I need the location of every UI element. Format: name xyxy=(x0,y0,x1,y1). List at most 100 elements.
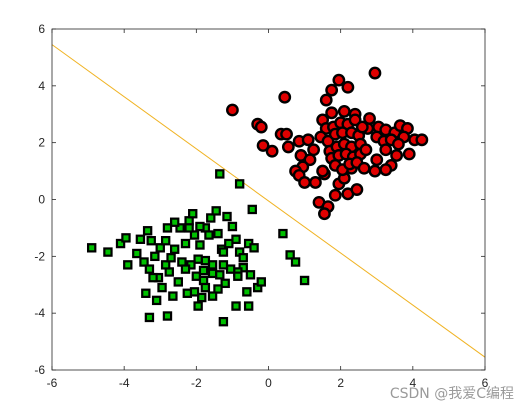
green-square-point xyxy=(227,221,238,232)
green-square-point xyxy=(207,291,218,301)
red-circle-point xyxy=(316,164,330,178)
red-circle-point xyxy=(325,83,339,97)
red-circle-point xyxy=(303,153,317,167)
green-square-point xyxy=(215,169,225,179)
red-circle-point xyxy=(328,188,342,202)
green-square-point xyxy=(222,211,232,222)
green-square-point xyxy=(195,221,205,232)
y-tick-label: 0 xyxy=(38,193,45,207)
green-square-point xyxy=(103,247,113,257)
green-square-point xyxy=(213,284,223,294)
green-square-point xyxy=(195,240,205,250)
green-square-point xyxy=(234,179,245,189)
x-tick-label: 6 xyxy=(482,376,489,390)
green-square-point xyxy=(160,236,171,246)
green-square-point xyxy=(141,288,151,298)
chart-axes: -6 -4 -2 0 2 4 6 -6 -4 -2 0 2 4 6 xyxy=(34,22,488,390)
y-tick-label: -4 xyxy=(34,306,45,320)
red-circle-point xyxy=(256,139,270,152)
green-square-point xyxy=(175,223,185,233)
green-square-point xyxy=(166,253,176,263)
green-square-point xyxy=(151,295,162,306)
green-square-point xyxy=(220,278,230,289)
y-tick-label: 6 xyxy=(38,22,45,36)
green-square-point xyxy=(188,209,198,219)
red-circle-point xyxy=(368,66,382,80)
green-square-point xyxy=(123,260,133,270)
red-circle-point xyxy=(368,164,382,178)
x-tick-label: 0 xyxy=(265,376,272,390)
y-tick-label: 2 xyxy=(38,136,45,150)
red-circle-point xyxy=(281,140,295,154)
green-square-point xyxy=(200,282,211,293)
green-square-point xyxy=(213,228,223,239)
red-circle-point xyxy=(363,112,376,125)
green-square-point xyxy=(299,275,310,286)
green-square-point xyxy=(162,311,173,321)
y-tick-label: -2 xyxy=(34,249,45,263)
green-square-point xyxy=(242,287,252,297)
red-circle-point xyxy=(341,80,355,94)
red-circle-point xyxy=(278,90,292,104)
red-circle-point xyxy=(318,207,331,221)
watermark-text: CSDN @我爱C编程 xyxy=(389,386,514,402)
green-square-point xyxy=(168,291,178,301)
green-square-point xyxy=(115,238,126,249)
green-square-point xyxy=(215,270,225,280)
green-square-point xyxy=(189,230,200,240)
green-square-point xyxy=(132,248,142,259)
green-square-point xyxy=(247,204,257,215)
red-circle-point xyxy=(350,183,364,196)
green-square-point xyxy=(290,257,301,267)
red-circle-point xyxy=(226,103,239,117)
red-circle-point xyxy=(332,73,346,87)
green-square-point xyxy=(169,244,180,254)
green-square-point xyxy=(197,292,207,303)
x-tick-label: -2 xyxy=(191,376,202,390)
y-tick-label: 4 xyxy=(38,79,45,93)
x-tick-label: -6 xyxy=(47,376,58,390)
red-circle-point xyxy=(379,163,393,177)
green-square-point xyxy=(206,213,216,223)
green-square-point xyxy=(162,223,173,233)
red-circle-point xyxy=(309,176,322,189)
green-square-point xyxy=(135,234,146,244)
red-circle-point xyxy=(359,143,373,157)
green-square-point xyxy=(249,243,259,253)
green-square-point xyxy=(245,270,256,280)
green-square-point xyxy=(218,247,229,257)
red-circle-point xyxy=(415,133,429,147)
green-square-point xyxy=(256,277,266,287)
green-square-point xyxy=(218,316,229,327)
green-square-point xyxy=(204,230,214,240)
green-square-point xyxy=(233,271,243,281)
green-square-point xyxy=(157,282,167,293)
red-circle-point xyxy=(254,120,268,134)
green-square-point xyxy=(182,288,193,298)
green-square-point xyxy=(198,265,209,276)
chart-marks xyxy=(51,44,486,358)
red-circle-point xyxy=(390,149,403,162)
plot-area xyxy=(52,29,485,370)
x-tick-label: 2 xyxy=(337,376,344,390)
green-square-point xyxy=(231,301,241,311)
green-square-point xyxy=(169,217,180,227)
green-square-point xyxy=(224,238,234,249)
green-square-point xyxy=(146,236,156,246)
red-circle-point xyxy=(355,120,369,134)
green-square-point xyxy=(285,250,295,260)
red-circle-point xyxy=(402,147,416,161)
decision-boundary-line xyxy=(51,44,486,358)
green-square-point xyxy=(278,228,288,239)
x-tick-label: 4 xyxy=(409,376,416,390)
red-circle-point xyxy=(301,133,315,147)
green-square-point xyxy=(243,301,254,311)
green-square-point xyxy=(184,223,194,233)
red-circle-point xyxy=(357,161,371,175)
red-circle-point xyxy=(370,153,384,167)
green-square-point xyxy=(180,238,191,249)
green-square-point xyxy=(193,254,203,264)
green-square-point xyxy=(180,264,191,274)
green-square-point xyxy=(173,277,183,287)
